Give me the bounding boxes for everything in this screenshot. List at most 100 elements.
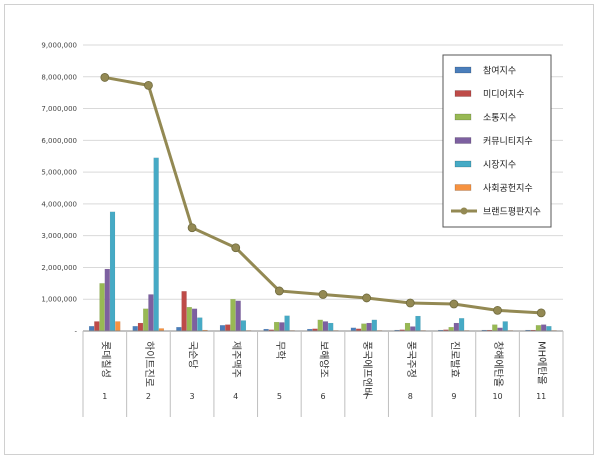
- bar: [104, 268, 110, 332]
- line-point: [144, 80, 153, 90]
- bar: [219, 325, 226, 332]
- legend-swatch: [454, 113, 472, 121]
- bar: [279, 322, 285, 332]
- bar: [322, 321, 329, 332]
- line-point: [187, 223, 197, 233]
- bar: [453, 322, 459, 332]
- category-number: 1: [102, 392, 107, 401]
- category-number: 10: [492, 392, 502, 401]
- legend-swatch: [454, 160, 472, 168]
- category-number: 8: [408, 392, 413, 401]
- line-point: [100, 73, 110, 82]
- legend-swatch: [454, 137, 472, 144]
- bar: [448, 327, 454, 332]
- y-tick-label: 1,000,000: [41, 296, 77, 304]
- y-tick-label: 6,000,000: [41, 137, 77, 145]
- category-number: 9: [451, 392, 456, 401]
- category-label: 풍국에프엔비: [361, 341, 373, 396]
- bar: [176, 327, 182, 332]
- bar: [404, 322, 411, 332]
- bar: [317, 319, 323, 332]
- category-label: 하이트진로: [143, 341, 156, 387]
- y-tick-label: 5,000,000: [41, 169, 77, 177]
- bar: [143, 308, 149, 332]
- line-series: [100, 73, 546, 318]
- bar: [502, 321, 508, 332]
- line-point: [536, 308, 546, 318]
- legend-swatch: [454, 66, 472, 74]
- bar: [535, 325, 542, 332]
- line-point: [449, 299, 459, 309]
- bar: [235, 300, 241, 332]
- category-label: 롯데칠성: [99, 341, 111, 378]
- bar: [99, 283, 105, 332]
- category-number: 4: [233, 392, 238, 401]
- category-number: 2: [146, 392, 151, 401]
- legend-label: 시장지수: [483, 160, 516, 171]
- bar: [186, 307, 192, 332]
- bar: [230, 299, 236, 332]
- legend-label: 참여지수: [483, 65, 516, 77]
- bar: [371, 319, 377, 332]
- gridlines: [83, 44, 563, 300]
- bar: [541, 324, 547, 332]
- bar: [361, 323, 367, 332]
- y-tick-label: 3,000,000: [41, 232, 77, 240]
- category-number: 11: [536, 392, 546, 401]
- legend-label: 사회공헌지수: [483, 183, 533, 194]
- line-point: [318, 290, 328, 299]
- bar: [148, 294, 154, 332]
- line-point: [274, 286, 284, 296]
- bar: [240, 320, 247, 332]
- y-tick-label: 2,000,000: [41, 264, 77, 272]
- y-tick-label: 7,000,000: [41, 105, 77, 113]
- legend-swatch: [454, 90, 472, 97]
- bar: [328, 322, 334, 332]
- category-label: 보해양조: [318, 341, 331, 378]
- line-point: [362, 293, 372, 303]
- bar: [94, 321, 100, 332]
- legend-swatch: [454, 184, 472, 191]
- bar: [546, 326, 552, 332]
- bar: [492, 324, 498, 332]
- category-number: 5: [277, 392, 282, 401]
- category-label: 진로발효: [448, 341, 460, 378]
- bar: [88, 326, 95, 332]
- bar: [415, 315, 421, 332]
- bar: [197, 317, 203, 332]
- bar: [137, 322, 144, 332]
- y-tick-label: 8,000,000: [41, 73, 77, 81]
- category-label: 제주맥주: [230, 341, 242, 378]
- line-point: [493, 305, 502, 315]
- category-label: 창해에탄올: [492, 341, 505, 387]
- legend-marker: [460, 207, 468, 215]
- category-label: 풍국주정: [405, 341, 417, 378]
- legend-label: 미디어지수: [483, 89, 524, 100]
- bar: [191, 308, 198, 332]
- legend-label: 브랜드평판지수: [483, 207, 541, 218]
- bar: [109, 211, 116, 332]
- bar: [366, 322, 372, 332]
- category-number: 6: [320, 392, 325, 401]
- category-label: MH에탄올: [536, 341, 548, 385]
- legend-label: 소통지수: [483, 113, 516, 124]
- category-number: 7: [364, 392, 369, 401]
- category-label: 무학: [274, 341, 286, 359]
- bar: [410, 326, 416, 332]
- bar-series: [88, 157, 557, 332]
- bar: [225, 324, 231, 332]
- y-tick-label: 9,000,000: [41, 42, 77, 50]
- bar: [458, 318, 465, 332]
- y-tick-label: 4,000,000: [41, 200, 77, 208]
- bar: [115, 321, 121, 332]
- bar: [273, 321, 280, 332]
- axes: - 1,000,000 2,000,000 3,000,000 4,000,000 5,0…: [41, 42, 564, 417]
- y-tick-label: -: [74, 328, 77, 336]
- bar: [153, 157, 159, 332]
- bar: [132, 326, 138, 332]
- legend-label: 커뮤니티지수: [483, 136, 533, 147]
- bar: [181, 291, 187, 332]
- category-label: 국순당: [187, 341, 199, 369]
- category-number: 3: [190, 392, 195, 401]
